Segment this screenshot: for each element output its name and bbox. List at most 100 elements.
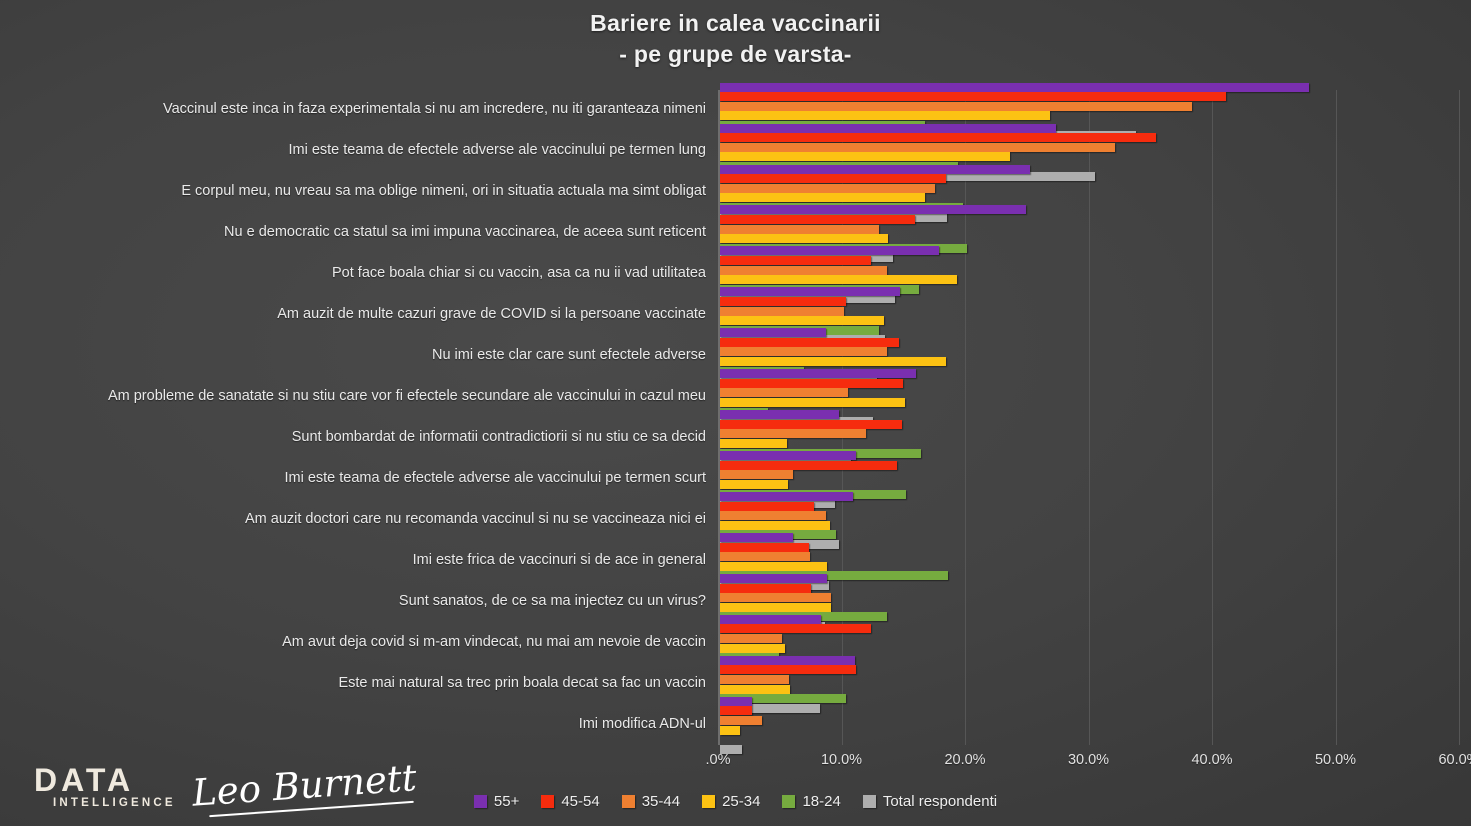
bar[interactable] [720,715,762,725]
bar[interactable] [720,744,743,754]
bar[interactable] [720,306,844,316]
category-label: Sunt sanatos, de ce sa ma injectez cu un… [398,592,706,609]
chart-legend: 55+ 45-54 35-44 25-34 18-24 Total respondenti [0,793,1471,810]
category-label: Imi modifica ADN-ul [578,715,706,732]
bar[interactable] [720,419,902,429]
bar[interactable] [720,193,925,203]
bar[interactable] [720,655,855,665]
bar[interactable] [720,552,811,562]
bar[interactable] [720,234,888,244]
legend-label: 18-24 [802,793,841,810]
gridline [965,90,966,745]
bar[interactable] [720,684,791,694]
legend-label: 55+ [493,793,520,810]
category-label: Sunt bombardat de informatii contradicti… [291,428,706,445]
bar[interactable] [720,275,958,285]
bar[interactable] [720,665,856,675]
legend-item[interactable]: 35-44 [621,793,681,810]
legend-label: 35-44 [641,793,681,810]
bar[interactable] [720,183,935,193]
bar[interactable] [720,152,1011,162]
bar[interactable] [720,593,832,603]
bar[interactable] [720,614,822,624]
bar[interactable] [720,337,900,347]
bar[interactable] [720,583,812,593]
value-axis-line [718,90,720,745]
bar[interactable] [720,398,906,408]
value-tick-label: .0% [705,752,731,768]
category-label: Am auzit de multe cazuri grave de COVID … [277,306,706,323]
bar[interactable] [720,287,901,297]
bar[interactable] [720,573,828,583]
bar[interactable] [720,479,788,489]
bar[interactable] [720,357,946,367]
bar[interactable] [720,674,790,684]
bar[interactable] [720,388,849,398]
bar[interactable] [720,694,846,704]
bar[interactable] [720,410,839,420]
bar[interactable] [720,82,1310,92]
bar[interactable] [720,328,827,338]
bar[interactable] [720,624,871,634]
category-label: E corpul meu, nu vreau sa ma oblige nime… [181,183,706,200]
bar[interactable] [720,571,949,581]
bar[interactable] [720,602,832,612]
bar[interactable] [720,511,827,521]
bar[interactable] [720,438,787,448]
legend-item[interactable]: 25-34 [702,793,760,810]
bar[interactable] [720,111,1050,121]
legend-item[interactable]: 55+ [473,793,520,810]
legend-item[interactable]: Total respondenti [862,793,998,810]
bar[interactable] [720,643,786,653]
bar[interactable] [720,542,809,552]
bar[interactable] [720,561,828,571]
bar[interactable] [720,164,1030,174]
bar[interactable] [720,142,1116,152]
bar[interactable] [720,532,793,542]
legend-item[interactable]: 18-24 [782,793,841,810]
logo-brand-text: DATA [34,762,135,798]
bar[interactable] [720,451,856,461]
bar[interactable] [720,696,753,706]
bar[interactable] [720,101,1192,111]
bar[interactable] [720,492,854,502]
bar[interactable] [720,123,1056,133]
bar[interactable] [720,246,939,256]
bar[interactable] [720,501,814,511]
bar[interactable] [720,256,871,266]
bar[interactable] [720,347,887,357]
category-axis-labels: Vaccinul este inca in faza experimentala… [0,90,706,745]
bar[interactable] [720,133,1156,143]
bar[interactable] [720,296,846,306]
bar[interactable] [720,470,793,480]
bar[interactable] [720,174,946,184]
bar[interactable] [720,224,880,234]
legend-label: 25-34 [722,793,761,810]
bar[interactable] [720,706,753,716]
bar[interactable] [720,703,821,713]
chart-title-line1: Bariere in calea vaccinarii [590,10,881,36]
legend-swatch [702,795,716,808]
bar[interactable] [720,429,866,439]
bar[interactable] [720,265,887,275]
category-label: Nu imi este clar care sunt efectele adve… [431,347,706,364]
value-tick-label: 60.0% [1438,752,1471,768]
bar[interactable] [720,378,903,388]
bar[interactable] [720,205,1027,215]
category-label: Nu e democratic ca statul sa imi impuna … [224,224,706,241]
bar[interactable] [720,369,917,379]
bar[interactable] [720,460,897,470]
legend-swatch [541,795,555,808]
bar[interactable] [720,316,885,326]
chart-title-line2: - pe grupe de varsta- [619,41,852,67]
value-tick-label: 50.0% [1314,752,1357,768]
legend-label: Total respondenti [882,793,998,810]
bar[interactable] [720,520,830,530]
bar[interactable] [720,92,1227,102]
bar[interactable] [720,215,916,225]
category-label: Am probleme de sanatate si nu stiu care … [107,388,706,405]
bar[interactable] [720,634,782,644]
legend-item[interactable]: 45-54 [541,793,600,810]
bar[interactable] [720,725,740,735]
